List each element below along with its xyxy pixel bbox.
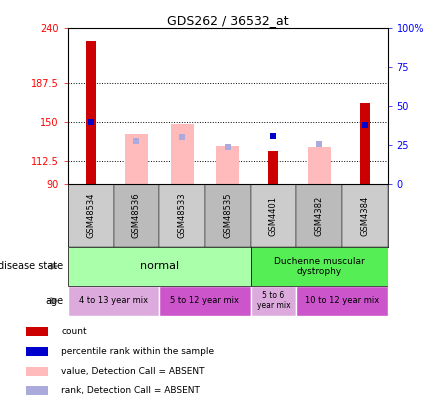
Text: value, Detection Call = ABSENT: value, Detection Call = ABSENT bbox=[61, 367, 205, 376]
Text: GSM48535: GSM48535 bbox=[223, 193, 232, 239]
Text: 5 to 6
year mix: 5 to 6 year mix bbox=[257, 291, 290, 310]
Bar bbox=[360, 103, 370, 184]
Bar bbox=[113, 184, 159, 247]
Bar bbox=[251, 184, 296, 247]
Text: Duchenne muscular
dystrophy: Duchenne muscular dystrophy bbox=[274, 257, 364, 276]
Text: count: count bbox=[61, 327, 87, 337]
Bar bbox=[342, 184, 388, 247]
Text: 10 to 12 year mix: 10 to 12 year mix bbox=[305, 296, 379, 305]
Bar bbox=[26, 367, 48, 375]
Bar bbox=[251, 247, 388, 286]
Bar bbox=[205, 184, 251, 247]
Text: GSM48534: GSM48534 bbox=[86, 193, 95, 239]
Text: age: age bbox=[46, 296, 64, 306]
Text: GSM4401: GSM4401 bbox=[269, 196, 278, 236]
Bar bbox=[251, 286, 296, 316]
Text: percentile rank within the sample: percentile rank within the sample bbox=[61, 347, 215, 356]
Title: GDS262 / 36532_at: GDS262 / 36532_at bbox=[167, 14, 289, 27]
Text: 5 to 12 year mix: 5 to 12 year mix bbox=[170, 296, 240, 305]
Bar bbox=[26, 347, 48, 356]
Text: GSM4382: GSM4382 bbox=[314, 196, 324, 236]
Text: GSM48536: GSM48536 bbox=[132, 193, 141, 239]
Bar bbox=[125, 134, 148, 184]
Bar bbox=[68, 286, 159, 316]
Bar bbox=[159, 286, 251, 316]
Bar bbox=[216, 146, 239, 184]
Text: rank, Detection Call = ABSENT: rank, Detection Call = ABSENT bbox=[61, 386, 200, 395]
Bar bbox=[307, 147, 331, 184]
Bar bbox=[26, 328, 48, 337]
Text: 4 to 13 year mix: 4 to 13 year mix bbox=[79, 296, 148, 305]
Text: GSM48533: GSM48533 bbox=[177, 193, 187, 239]
Bar bbox=[86, 41, 96, 184]
Text: disease state: disease state bbox=[0, 261, 64, 271]
Bar bbox=[68, 184, 113, 247]
Bar bbox=[68, 247, 251, 286]
Bar bbox=[268, 151, 279, 184]
Bar bbox=[26, 386, 48, 395]
Bar bbox=[296, 286, 388, 316]
Text: GSM4384: GSM4384 bbox=[360, 196, 369, 236]
Bar bbox=[296, 184, 342, 247]
Text: normal: normal bbox=[140, 261, 179, 271]
Bar bbox=[171, 124, 194, 184]
Bar bbox=[159, 184, 205, 247]
